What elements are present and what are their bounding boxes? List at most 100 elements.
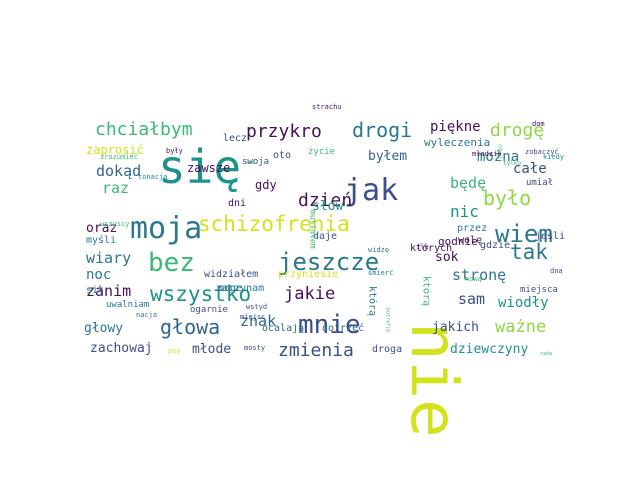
cloud-word: jakich	[432, 320, 479, 335]
cloud-word: droga	[372, 344, 403, 355]
cloud-word: zrozumieć	[100, 153, 138, 161]
cloud-word: raz	[102, 179, 130, 197]
cloud-word: chwili	[496, 144, 503, 163]
cloud-word: dokąd	[96, 162, 142, 180]
cloud-word: będę	[450, 174, 487, 192]
cloud-word: wyleczenia	[424, 136, 491, 149]
cloud-word: się	[158, 140, 242, 194]
cloud-word: stronę	[452, 266, 507, 284]
cloud-word: zanim	[86, 282, 132, 300]
cloud-word: ważne	[495, 317, 547, 337]
cloud-word: wiem	[495, 220, 553, 248]
word-cloud: nie się moja jak mnie bez wiem jeszcze schizofre…	[80, 103, 565, 438]
cloud-word: źle	[246, 160, 256, 166]
cloud-word: wiodły	[498, 295, 549, 311]
cloud-word: nacja	[136, 311, 158, 319]
cloud-word: tak	[510, 240, 548, 264]
cloud-word: sok	[435, 250, 459, 265]
cloud-word: chciałbym	[95, 119, 193, 140]
cloud-word: wszystko	[150, 282, 252, 306]
cloud-word: młodzie	[472, 150, 502, 158]
cloud-word: kiedy	[543, 153, 565, 161]
cloud-word: całe	[513, 161, 547, 177]
cloud-word: drogi	[352, 118, 413, 142]
cloud-word: dom	[532, 120, 545, 128]
cloud-word: głowy	[84, 321, 124, 336]
cloud-word: wszyscy	[100, 220, 130, 228]
cloud-word: których	[410, 243, 453, 254]
cloud-word: nie	[396, 322, 471, 438]
cloud-word: bez	[148, 248, 195, 278]
cloud-word: musiałem	[308, 210, 318, 249]
cloud-word: dni	[228, 198, 247, 209]
cloud-word: ocalają	[262, 323, 305, 334]
cloud-word: tonacja	[138, 173, 168, 181]
cloud-word: zachowaj	[90, 341, 153, 356]
cloud-word: dziewczyny	[450, 342, 529, 357]
cloud-word: gdy	[255, 178, 277, 192]
cloud-word: daje	[313, 231, 338, 242]
cloud-word: byłem	[368, 149, 408, 164]
cloud-word: oto	[273, 150, 292, 161]
cloud-word: wstyd	[246, 303, 268, 311]
cloud-word: lecz	[223, 133, 248, 144]
cloud-word: mnie	[298, 310, 361, 340]
cloud-word: rada	[540, 351, 553, 357]
cloud-word: uwalniam	[106, 300, 150, 310]
cloud-word: przykro	[246, 121, 322, 142]
cloud-word: wiary	[86, 249, 132, 267]
cloud-word: umiał	[526, 178, 554, 188]
cloud-word: którą	[366, 286, 378, 317]
cloud-word: tylko	[503, 160, 522, 167]
cloud-word: przez	[457, 223, 488, 234]
cloud-word: dotrzeć	[322, 323, 365, 334]
cloud-word: którą	[420, 276, 432, 307]
cloud-word: sam	[458, 290, 486, 308]
cloud-word: nową	[465, 275, 482, 283]
cloud-word: przyniesie	[278, 269, 339, 280]
cloud-word: śmierć	[368, 269, 394, 277]
cloud-word: widziałem	[204, 269, 259, 280]
cloud-word: schizofrenia	[198, 212, 350, 236]
cloud-word: mosty	[244, 344, 266, 352]
cloud-word: nic	[450, 202, 479, 221]
cloud-word: jakie	[284, 284, 336, 304]
cloud-word: miejsc	[240, 313, 266, 321]
cloud-word: sił	[86, 285, 105, 296]
cloud-word: swoja	[242, 157, 270, 167]
cloud-word: godnie	[438, 235, 478, 248]
cloud-word: dzień	[298, 190, 353, 211]
cloud-word: życie	[308, 147, 336, 157]
cloud-word: moja	[130, 211, 203, 246]
cloud-word: noc	[86, 267, 112, 283]
cloud-word: myśli	[86, 235, 117, 246]
cloud-word: drogę	[490, 120, 545, 141]
cloud-word: ile	[416, 243, 429, 251]
cloud-word: gdzie	[480, 240, 511, 251]
cloud-word: zawsze	[187, 161, 231, 175]
cloud-word: strachu	[312, 103, 342, 111]
cloud-word: głowa	[160, 315, 221, 339]
cloud-word: oraz	[86, 221, 118, 236]
cloud-word: zaczynam	[216, 283, 265, 294]
cloud-word: potrafię	[384, 308, 391, 333]
cloud-word: zaprosić	[86, 143, 144, 157]
cloud-word: znak	[240, 312, 277, 330]
cloud-word: psy	[168, 347, 181, 355]
cloud-word: można	[477, 149, 520, 165]
cloud-word: zmienia	[278, 340, 354, 361]
cloud-word: piękne	[430, 119, 481, 135]
cloud-word: młode	[192, 342, 232, 357]
cloud-word: jeszcze	[278, 248, 380, 276]
cloud-word: jak	[344, 173, 399, 208]
cloud-word: miejsca	[520, 285, 558, 295]
cloud-word: widzę	[368, 246, 390, 254]
cloud-word: jeśli	[535, 231, 566, 242]
cloud-word: były	[166, 147, 183, 155]
cloud-word: ogarnie	[190, 305, 228, 315]
cloud-word: dna	[550, 267, 563, 275]
cloud-word: zobaczyć	[525, 148, 559, 156]
cloud-word: słów	[312, 199, 344, 214]
cloud-word: było	[483, 186, 532, 210]
cloud-word: wolę	[458, 235, 483, 246]
